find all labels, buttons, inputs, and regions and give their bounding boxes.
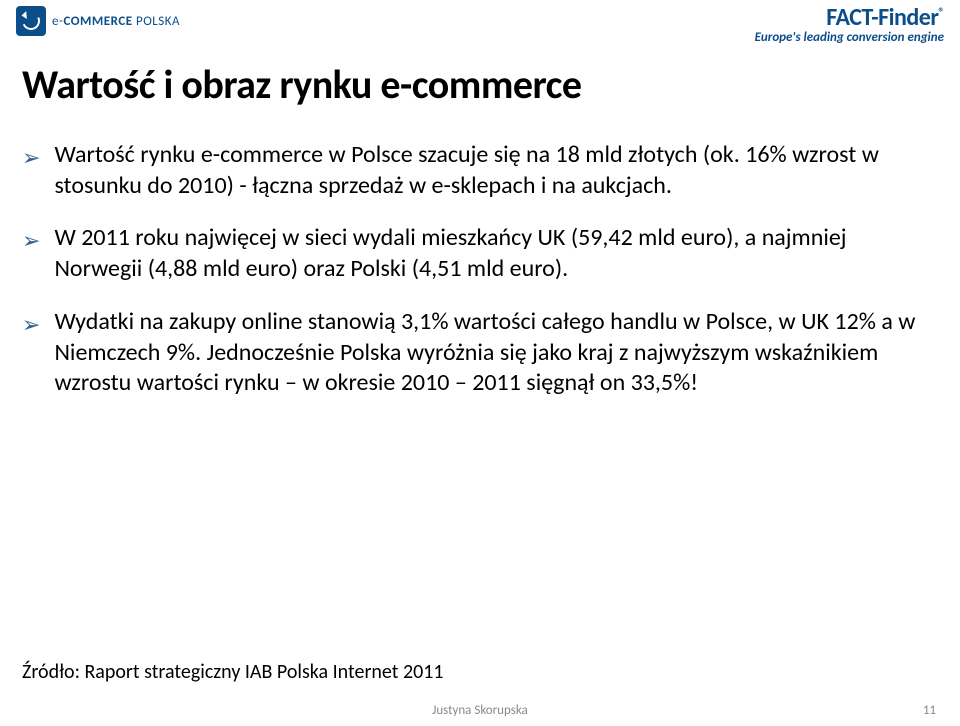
bullet-arrow-icon: ➢ xyxy=(22,227,40,255)
bullet-item: ➢ Wartość rynku e-commerce w Polsce szac… xyxy=(22,140,930,201)
footer-page-number: 11 xyxy=(923,703,936,718)
slide-title: Wartość i obraz rynku e-commerce xyxy=(22,60,582,109)
fact-finder-subtitle: Europe's leading conversion engine xyxy=(755,30,944,45)
slide-header: e-COMMERCE POLSKA FACT-Finder® Europe's … xyxy=(0,0,960,54)
bullet-arrow-icon: ➢ xyxy=(22,311,40,339)
ecommerce-polska-logo: e-COMMERCE POLSKA xyxy=(16,6,180,36)
bullet-arrow-icon: ➢ xyxy=(22,144,40,172)
bullet-item: ➢ W 2011 roku najwięcej w sieci wydali m… xyxy=(22,223,930,284)
ecommerce-polska-logo-text: e-COMMERCE POLSKA xyxy=(52,14,180,29)
bullet-text: Wydatki na zakupy online stanowią 3,1% w… xyxy=(54,307,930,399)
footer-author: Justyna Skorupska xyxy=(0,703,960,718)
fact-finder-title: FACT-Finder® xyxy=(755,6,944,30)
bullet-text: Wartość rynku e-commerce w Polsce szacuj… xyxy=(54,140,930,201)
bullet-text: W 2011 roku najwięcej w sieci wydali mie… xyxy=(54,223,930,284)
bullet-item: ➢ Wydatki na zakupy online stanowią 3,1%… xyxy=(22,307,930,399)
fact-finder-logo: FACT-Finder® Europe's leading conversion… xyxy=(755,6,944,45)
source-citation: Źródło: Raport strategiczny IAB Polska I… xyxy=(22,660,444,684)
slide-content: ➢ Wartość rynku e-commerce w Polsce szac… xyxy=(22,140,930,421)
ecommerce-polska-badge-icon xyxy=(16,6,46,36)
